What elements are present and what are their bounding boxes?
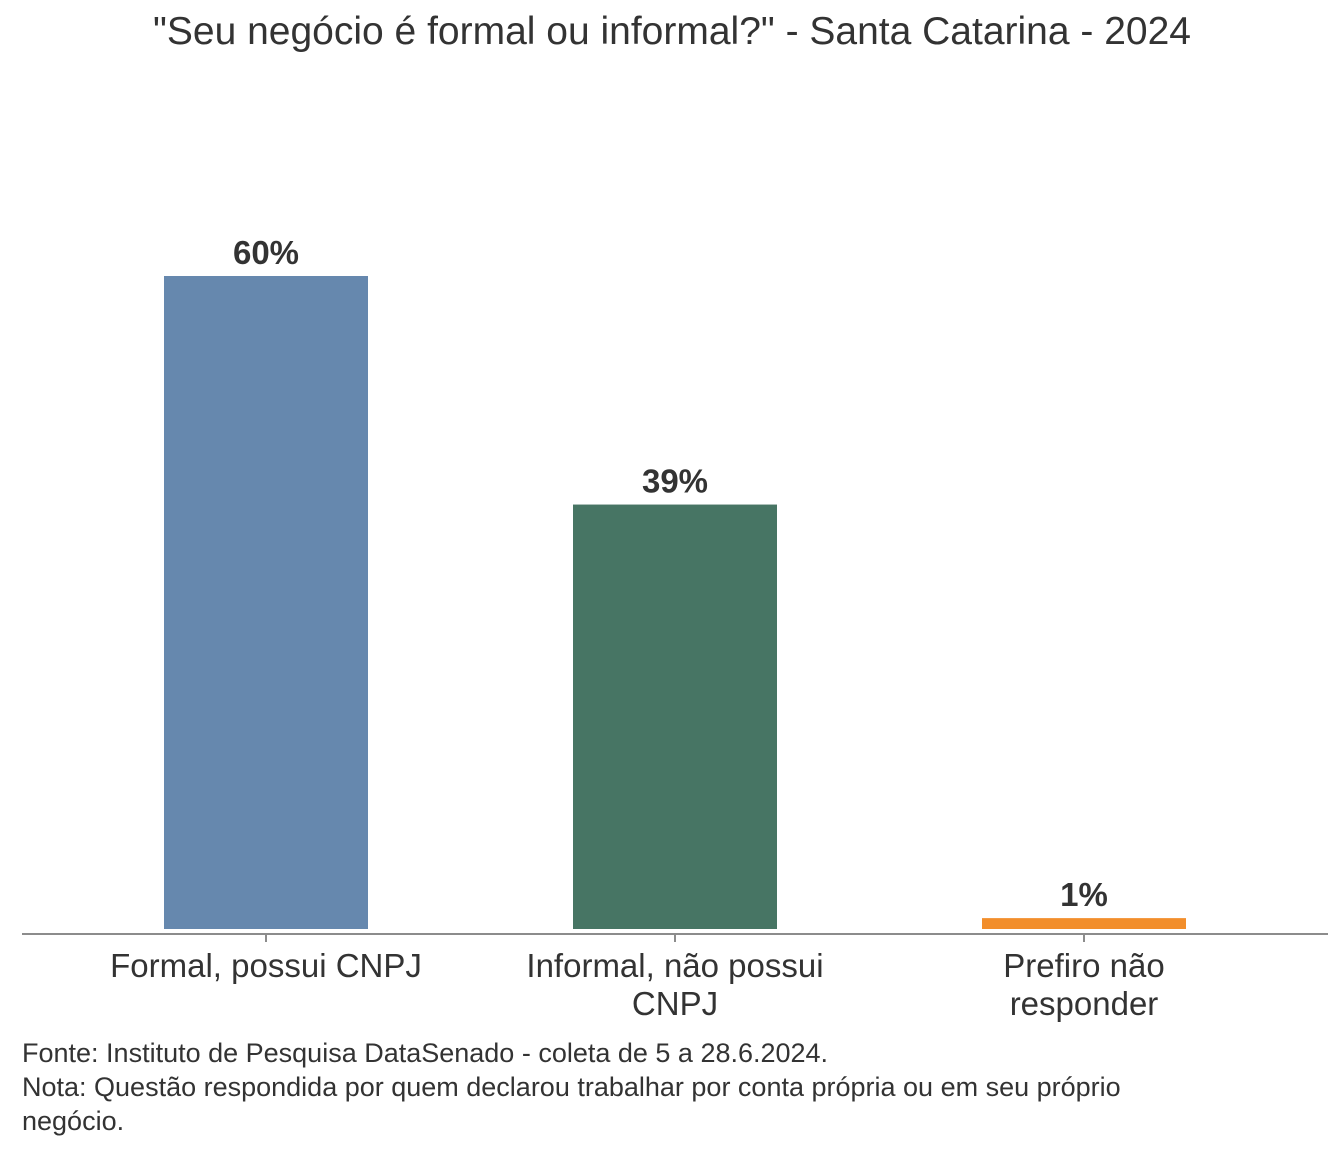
value-label-2: 39%: [642, 463, 708, 500]
category-label-3-line-1: Prefiro não: [1003, 947, 1164, 984]
bars-group: [164, 276, 1186, 929]
value-label-1: 60%: [233, 234, 299, 271]
bar-1: [164, 276, 368, 929]
bar-3: [982, 918, 1186, 929]
category-label-1-line-1: Formal, possui CNPJ: [110, 947, 422, 984]
category-label-3-line-2: responder: [1010, 985, 1159, 1022]
x-axis-ticks: [265, 934, 1085, 942]
chart-title: "Seu negócio é formal ou informal?" - Sa…: [153, 10, 1191, 53]
footnote-note: Nota: Questão respondida por quem declar…: [22, 1072, 1121, 1136]
category-label-2-line-2: CNPJ: [632, 985, 718, 1022]
category-label-2-line-1: Informal, não possui: [526, 947, 823, 984]
category-labels-group: Formal, possui CNPJ Informal, não possuiC…: [110, 947, 1165, 1022]
value-labels-group: 60% 39% 1%: [233, 234, 1108, 913]
value-label-3: 1%: [1060, 876, 1108, 913]
bar-2: [573, 504, 777, 929]
source-note: Fonte: Instituto de Pesquisa DataSenado …: [22, 1038, 829, 1068]
